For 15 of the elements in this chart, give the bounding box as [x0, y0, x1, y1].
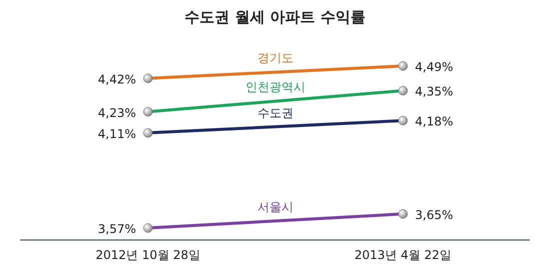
data-label: 3,57% [98, 222, 136, 236]
data-label: 4,49% [415, 60, 454, 74]
data-label: 4,11% [98, 126, 136, 141]
data-label: 4,35% [415, 84, 454, 99]
x-tick-label: 2012년 10월 28일 [96, 248, 200, 262]
series-label: 서울시 [258, 200, 294, 214]
series-label: 수도권 [258, 106, 294, 120]
data-label: 4,42% [98, 72, 136, 86]
x-tick-label: 2013년 4월 22일 [354, 248, 452, 262]
data-label: 4,23% [98, 106, 136, 120]
series-label: 인천광역시 [246, 80, 306, 94]
data-label: 3,65% [415, 208, 454, 222]
series-label: 경기도 [258, 51, 294, 66]
data-label: 4,18% [415, 114, 454, 129]
chart-title: 수도권 월세 아파트 수익률 [184, 8, 366, 26]
